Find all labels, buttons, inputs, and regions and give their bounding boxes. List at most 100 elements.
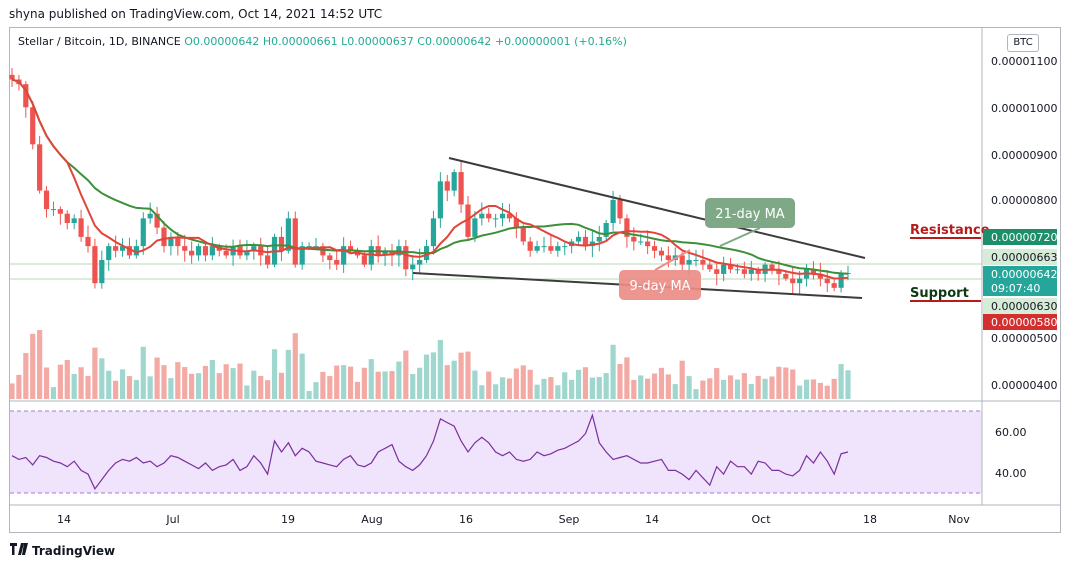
price-tag-bg xyxy=(983,298,1057,314)
candle-body xyxy=(202,246,209,256)
candle-body xyxy=(292,218,298,265)
candle-body xyxy=(78,218,84,237)
volume-bar xyxy=(734,379,741,399)
volume-bar xyxy=(37,330,43,399)
volume-bar xyxy=(679,360,685,399)
candle-body xyxy=(797,278,803,284)
volume-bar xyxy=(16,374,22,399)
candle-body xyxy=(638,241,644,243)
price-labels: 0.00000720 0.00000663 0.00000642 09:07:4… xyxy=(983,229,1057,330)
candle-body xyxy=(665,255,671,261)
tradingview-logo-text[interactable]: TradingView xyxy=(32,543,116,558)
volume-bar xyxy=(721,379,727,399)
candle-body xyxy=(417,260,423,265)
candle-body xyxy=(57,209,63,214)
candle-body xyxy=(334,260,340,265)
candle-body xyxy=(126,246,133,256)
volume-bar xyxy=(513,368,519,399)
candle-body xyxy=(603,223,609,237)
volume-bar xyxy=(638,375,644,399)
volume-bar xyxy=(113,380,119,399)
candle-body xyxy=(617,199,623,219)
volume-bar xyxy=(541,378,547,399)
price-tag: 0.00000663 xyxy=(991,251,1057,264)
volume-bar xyxy=(237,363,243,399)
ma9-line xyxy=(11,78,849,280)
ohlc-open: O0.00000642 xyxy=(184,35,260,48)
volume-bar xyxy=(361,367,367,399)
volume-bar xyxy=(776,366,782,399)
volume-bar xyxy=(603,373,609,399)
volume-bar xyxy=(437,339,443,399)
x-tick: 16 xyxy=(459,513,473,526)
candle-body xyxy=(161,227,167,247)
rsi-axis: 60.00 40.00 xyxy=(995,426,1027,480)
volume-bar xyxy=(741,373,747,399)
volume-bar xyxy=(278,372,285,399)
chart-frame xyxy=(9,27,1061,533)
volume-bar xyxy=(596,376,602,399)
volume-bar xyxy=(161,365,167,399)
volume-bar xyxy=(106,370,112,399)
price-tag: 0.00000580 xyxy=(991,316,1057,329)
price-tag: 0.00000720 xyxy=(991,231,1057,244)
volume-bar xyxy=(451,360,457,399)
candle-body xyxy=(534,246,540,251)
candle-body xyxy=(541,246,547,248)
ma9-callout-label: 9-day MA xyxy=(629,279,690,294)
volume-bar xyxy=(803,379,810,399)
candle-body xyxy=(714,269,720,274)
candle-body xyxy=(458,172,464,205)
candle-body xyxy=(382,250,388,256)
candle-body xyxy=(817,273,823,279)
volume-bar xyxy=(168,378,174,399)
candle-body xyxy=(582,236,589,247)
candle-body xyxy=(341,246,347,265)
candle-body xyxy=(85,236,91,247)
volume-bar xyxy=(548,377,554,399)
countdown-tag: 09:07:40 xyxy=(991,282,1040,295)
volume-bar xyxy=(258,375,264,399)
volume-bar xyxy=(389,371,395,399)
y-tick: 0.00000900 xyxy=(991,149,1057,162)
volume-bar xyxy=(209,359,215,399)
candle-body xyxy=(327,255,333,261)
ma9-callout xyxy=(619,270,701,300)
volume-bar xyxy=(486,371,492,399)
volume-bar xyxy=(341,365,347,399)
volume-bar xyxy=(617,363,623,399)
volume-bar xyxy=(645,378,651,399)
x-tick: 18 xyxy=(863,513,877,526)
y-tick: 0.00000500 xyxy=(991,332,1057,345)
candle-body xyxy=(679,255,685,265)
candle-body xyxy=(430,218,437,247)
candle-body xyxy=(361,255,367,265)
volume-bar xyxy=(824,385,830,399)
candle-body xyxy=(251,246,257,251)
currency-button[interactable]: BTC xyxy=(1007,34,1039,52)
publisher-header: shyna published on TradingView.com, Oct … xyxy=(9,7,383,21)
candle-body xyxy=(285,218,291,251)
x-tick: Aug xyxy=(361,513,382,526)
volume-bar xyxy=(810,379,817,399)
volume-bar xyxy=(202,365,209,399)
volume-bar xyxy=(23,353,29,399)
ohlc-high: H0.00000661 xyxy=(262,35,338,48)
support-label: Support xyxy=(910,286,969,301)
candle-body xyxy=(651,246,658,251)
volume-bar xyxy=(714,368,720,399)
volume-bars xyxy=(9,330,851,399)
volume-bar xyxy=(769,376,775,399)
volume-bar xyxy=(479,385,485,399)
candle-body xyxy=(43,190,50,210)
candle-body xyxy=(37,144,43,191)
candle-body xyxy=(265,255,271,265)
candle-body xyxy=(686,260,692,265)
volume-bar xyxy=(327,376,333,399)
volume-bar xyxy=(99,358,105,399)
ohlc-low: L0.00000637 xyxy=(341,35,414,48)
volume-bar xyxy=(499,377,506,399)
candle-body xyxy=(645,241,651,247)
volume-bar xyxy=(686,376,692,399)
